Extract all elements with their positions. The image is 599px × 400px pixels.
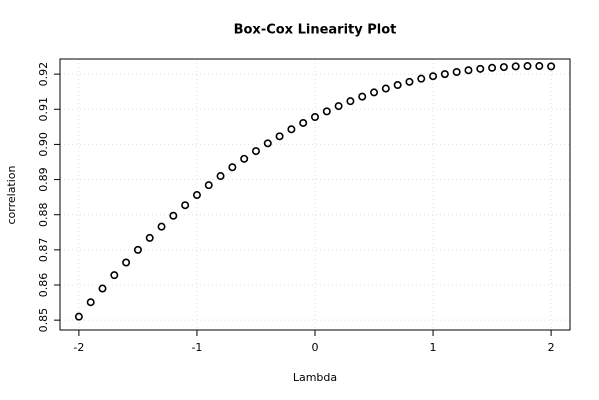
point [74, 312, 83, 321]
point [192, 191, 201, 200]
point [429, 72, 438, 81]
point [488, 63, 497, 72]
point [440, 70, 449, 79]
point [358, 92, 367, 101]
point [499, 63, 508, 72]
point [452, 68, 461, 77]
point [275, 132, 284, 141]
x-tick-label: 1 [430, 341, 437, 354]
x-tick-label: -2 [73, 341, 84, 354]
point [334, 102, 343, 111]
point [133, 245, 142, 254]
x-tick-label: 0 [312, 341, 319, 354]
y-tick-label: 0.88 [37, 202, 50, 227]
point [122, 258, 131, 267]
point [181, 201, 190, 210]
point [322, 107, 331, 116]
y-axis-label: correlation [5, 165, 18, 224]
point [310, 112, 319, 121]
point [417, 74, 426, 83]
plot-frame [59, 58, 571, 331]
point [346, 97, 355, 106]
x-tick-label: -1 [191, 341, 202, 354]
y-tick-label: 0.87 [37, 238, 50, 263]
point [393, 81, 402, 90]
point [381, 84, 390, 93]
point [511, 62, 520, 71]
point [405, 77, 414, 86]
point [535, 62, 544, 71]
point [523, 62, 532, 71]
y-tick-label: 0.86 [37, 273, 50, 298]
point [476, 64, 485, 73]
point [157, 222, 166, 231]
y-tick-label: 0.90 [37, 132, 50, 157]
point [204, 181, 213, 190]
x-tick-label: 2 [548, 341, 555, 354]
point [287, 125, 296, 134]
point [299, 118, 308, 127]
point [216, 172, 225, 181]
chart-title: Box-Cox Linearity Plot [234, 23, 397, 38]
point [86, 298, 95, 307]
point [145, 233, 154, 242]
point [110, 271, 119, 280]
point [263, 139, 272, 148]
point [169, 211, 178, 220]
point [251, 147, 260, 156]
y-tick-label: 0.89 [37, 167, 50, 192]
y-tick-label: 0.85 [37, 308, 50, 333]
point [547, 62, 556, 71]
point [228, 163, 237, 172]
y-tick-label: 0.92 [37, 62, 50, 87]
y-tick-label: 0.91 [37, 97, 50, 122]
point [240, 154, 249, 163]
point [464, 66, 473, 75]
point [98, 284, 107, 293]
x-axis-label: Lambda [293, 371, 337, 384]
point [370, 88, 379, 97]
